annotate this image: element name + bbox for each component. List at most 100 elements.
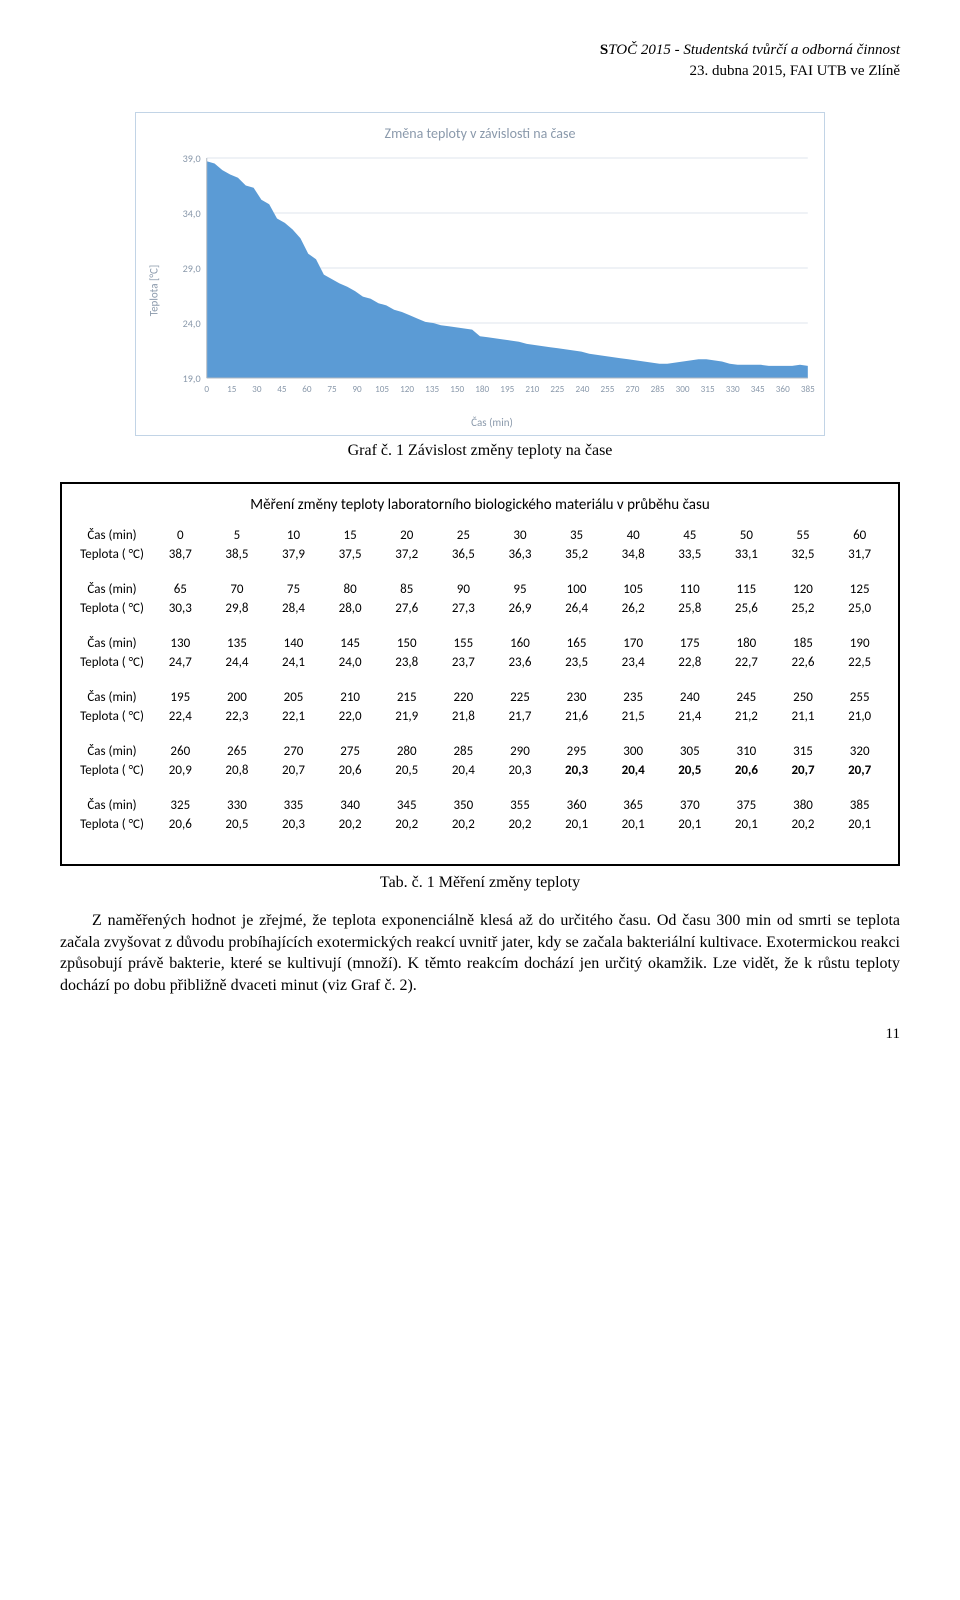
table-cell: 20,5 (378, 761, 435, 780)
table-cell: 275 (322, 742, 379, 761)
table-cell: 365 (605, 796, 662, 815)
table-cell: 360 (548, 796, 605, 815)
table-cell: 285 (435, 742, 492, 761)
svg-text:225: 225 (550, 384, 564, 395)
table-cell: 22,8 (661, 653, 718, 672)
chart-ylabel-col: Teplota [°C] (142, 152, 166, 429)
row-label: Čas (min) (72, 634, 152, 653)
chart-ylabel: Teplota [°C] (148, 265, 161, 317)
table-cell: 20,6 (322, 761, 379, 780)
svg-text:360: 360 (776, 384, 790, 395)
svg-text:180: 180 (475, 384, 489, 395)
table-cell: 20 (378, 526, 435, 545)
table-block: Čas (min)3253303353403453503553603653703… (72, 796, 888, 834)
table-cell: 200 (209, 688, 266, 707)
table-cell: 130 (152, 634, 209, 653)
table-cell: 20,1 (548, 815, 605, 834)
table-cell: 20,2 (775, 815, 832, 834)
table-cell: 21,7 (492, 707, 549, 726)
table-row: Čas (min)1301351401451501551601651701751… (72, 634, 888, 653)
svg-text:0: 0 (204, 384, 209, 395)
table-cell: 210 (322, 688, 379, 707)
table-cell: 21,2 (718, 707, 775, 726)
table-cell: 50 (718, 526, 775, 545)
table-cell: 180 (718, 634, 775, 653)
table-cell: 20,9 (152, 761, 209, 780)
table-cell: 22,1 (265, 707, 322, 726)
table-cell: 70 (209, 580, 266, 599)
table-cell: 265 (209, 742, 266, 761)
row-label: Teplota ( °C) (72, 707, 152, 726)
table-cell: 170 (605, 634, 662, 653)
table-cell: 26,9 (492, 599, 549, 618)
table-cell: 38,5 (209, 545, 266, 564)
svg-text:120: 120 (400, 384, 414, 395)
table-cell: 345 (378, 796, 435, 815)
table-cell: 120 (775, 580, 832, 599)
table-cell: 195 (152, 688, 209, 707)
chart-xlabel: Čas (min) (166, 416, 818, 429)
table-row: Čas (min)6570758085909510010511011512012… (72, 580, 888, 599)
table-cell: 15 (322, 526, 379, 545)
table-cell: 115 (718, 580, 775, 599)
table-cell: 100 (548, 580, 605, 599)
table-cell: 235 (605, 688, 662, 707)
table-cell: 270 (265, 742, 322, 761)
table-cell: 295 (548, 742, 605, 761)
table-cell: 10 (265, 526, 322, 545)
table-row: Teplota ( °C)20,920,820,720,620,520,420,… (72, 761, 888, 780)
table-cell: 37,9 (265, 545, 322, 564)
table-cell: 20,7 (831, 761, 888, 780)
svg-text:34,0: 34,0 (183, 207, 201, 220)
svg-text:30: 30 (252, 384, 262, 395)
svg-text:210: 210 (525, 384, 539, 395)
body-paragraph: Z naměřených hodnot je zřejmé, že teplot… (60, 910, 900, 996)
table-cell: 28,4 (265, 599, 322, 618)
table-cell: 20,3 (265, 815, 322, 834)
table-block: Čas (min)2602652702752802852902953003053… (72, 742, 888, 780)
svg-text:45: 45 (277, 384, 287, 395)
table-cell: 20,4 (435, 761, 492, 780)
table-cell: 205 (265, 688, 322, 707)
table-cell: 145 (322, 634, 379, 653)
data-table-title: Měření změny teploty laboratorního biolo… (72, 496, 888, 514)
header-line2: 23. dubna 2015, FAI UTB ve Zlíně (60, 61, 900, 82)
table-cell: 38,7 (152, 545, 209, 564)
table-row: Teplota ( °C)24,724,424,124,023,823,723,… (72, 653, 888, 672)
table-block: Čas (min)1952002052102152202252302352402… (72, 688, 888, 726)
table-row: Čas (min)3253303353403453503553603653703… (72, 796, 888, 815)
table-cell: 20,7 (775, 761, 832, 780)
table-cell: 300 (605, 742, 662, 761)
table-cell: 25 (435, 526, 492, 545)
svg-text:24,0: 24,0 (183, 317, 201, 330)
table-cell: 155 (435, 634, 492, 653)
table-cell: 21,6 (548, 707, 605, 726)
table-cell: 125 (831, 580, 888, 599)
svg-text:15: 15 (227, 384, 237, 395)
table-cell: 20,5 (661, 761, 718, 780)
table-cell: 20,3 (492, 761, 549, 780)
table-cell: 255 (831, 688, 888, 707)
svg-text:195: 195 (500, 384, 514, 395)
table-cell: 310 (718, 742, 775, 761)
table-cell: 20,1 (661, 815, 718, 834)
table-cell: 23,4 (605, 653, 662, 672)
table-cell: 90 (435, 580, 492, 599)
table-row: Čas (min)2602652702752802852902953003053… (72, 742, 888, 761)
svg-text:29,0: 29,0 (183, 262, 201, 275)
row-label: Teplota ( °C) (72, 761, 152, 780)
chart-plot-col: 19,024,029,034,039,001530456075901051201… (166, 152, 818, 429)
chart-title: Změna teploty v závislosti na čase (142, 125, 818, 142)
row-label: Teplota ( °C) (72, 599, 152, 618)
table-cell: 20,1 (718, 815, 775, 834)
table-cell: 37,5 (322, 545, 379, 564)
row-label: Čas (min) (72, 688, 152, 707)
data-table-blocks: Čas (min)051015202530354045505560Teplota… (72, 526, 888, 834)
svg-text:255: 255 (600, 384, 614, 395)
table-cell: 24,1 (265, 653, 322, 672)
table-cell: 20,2 (322, 815, 379, 834)
table-cell: 45 (661, 526, 718, 545)
table-cell: 325 (152, 796, 209, 815)
table-cell: 380 (775, 796, 832, 815)
table-cell: 24,7 (152, 653, 209, 672)
